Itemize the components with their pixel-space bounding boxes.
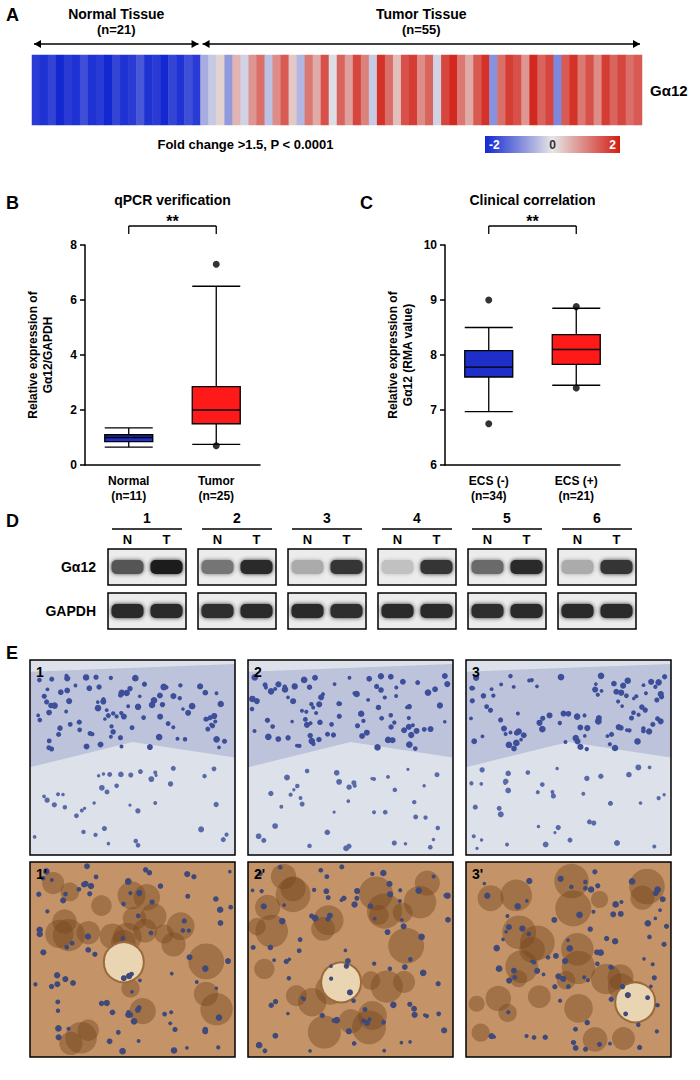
svg-text:T: T [253, 532, 261, 547]
svg-text:ECS (+): ECS (+) [555, 474, 598, 488]
svg-text:T: T [613, 532, 621, 547]
svg-text:GAPDH: GAPDH [45, 603, 96, 619]
svg-text:(n=25): (n=25) [198, 489, 234, 503]
svg-text:6: 6 [70, 293, 77, 307]
svg-text:2': 2' [254, 866, 265, 882]
svg-text:8: 8 [70, 238, 77, 252]
svg-text:D: D [6, 511, 19, 531]
svg-text:0: 0 [549, 138, 556, 152]
svg-text:4: 4 [70, 348, 77, 362]
svg-text:N: N [123, 532, 132, 547]
svg-text:Normal Tissue: Normal Tissue [68, 6, 164, 22]
svg-text:T: T [523, 532, 531, 547]
svg-text:Tumor: Tumor [198, 474, 235, 488]
svg-text:(n=21): (n=21) [97, 22, 136, 37]
svg-text:2: 2 [233, 510, 241, 526]
svg-text:(n=55): (n=55) [402, 22, 441, 37]
svg-text:**: ** [166, 213, 179, 230]
svg-text:**: ** [526, 213, 539, 230]
svg-text:Normal: Normal [108, 474, 149, 488]
svg-text:T: T [163, 532, 171, 547]
svg-text:9: 9 [430, 293, 437, 307]
svg-text:T: T [433, 532, 441, 547]
svg-text:10: 10 [424, 238, 438, 252]
svg-text:Relative expression of: Relative expression of [386, 290, 400, 418]
svg-text:(n=11): (n=11) [111, 489, 146, 503]
svg-text:3: 3 [472, 664, 480, 680]
svg-text:A: A [6, 5, 19, 25]
svg-text:B: B [6, 193, 19, 213]
svg-text:Relative expression of: Relative expression of [26, 290, 40, 418]
svg-text:1': 1' [36, 866, 47, 882]
svg-text:N: N [213, 532, 222, 547]
svg-text:6: 6 [430, 458, 437, 472]
svg-text:4: 4 [413, 510, 421, 526]
svg-text:Gα12 (RMA value): Gα12 (RMA value) [401, 304, 415, 406]
svg-text:(n=21): (n=21) [558, 489, 594, 503]
svg-text:1: 1 [36, 664, 44, 680]
svg-text:3: 3 [323, 510, 331, 526]
svg-text:8: 8 [430, 348, 437, 362]
svg-text:N: N [573, 532, 582, 547]
svg-text:N: N [393, 532, 402, 547]
svg-text:qPCR verification: qPCR verification [114, 192, 231, 208]
svg-text:Fold change >1.5, P < 0.0001: Fold change >1.5, P < 0.0001 [157, 137, 333, 152]
svg-text:E: E [6, 643, 18, 663]
svg-text:Gα12: Gα12 [61, 559, 96, 575]
svg-text:-2: -2 [489, 138, 500, 152]
svg-text:T: T [343, 532, 351, 547]
svg-text:6: 6 [593, 510, 601, 526]
svg-text:2: 2 [254, 664, 262, 680]
svg-text:N: N [483, 532, 492, 547]
svg-text:C: C [360, 193, 373, 213]
svg-text:Clinical correlation: Clinical correlation [469, 192, 595, 208]
svg-text:3': 3' [472, 866, 483, 882]
svg-text:2: 2 [70, 403, 77, 417]
svg-text:7: 7 [430, 403, 437, 417]
svg-text:Gα12/GAPDH: Gα12/GAPDH [41, 317, 55, 394]
svg-text:0: 0 [70, 458, 77, 472]
svg-text:N: N [303, 532, 312, 547]
svg-text:5: 5 [503, 510, 511, 526]
svg-text:2: 2 [609, 138, 616, 152]
svg-text:(n=34): (n=34) [471, 489, 507, 503]
svg-text:ECS (-): ECS (-) [469, 474, 509, 488]
svg-text:1: 1 [143, 510, 151, 526]
svg-text:Gα12: Gα12 [650, 82, 688, 99]
svg-text:Tumor Tissue: Tumor Tissue [376, 6, 467, 22]
